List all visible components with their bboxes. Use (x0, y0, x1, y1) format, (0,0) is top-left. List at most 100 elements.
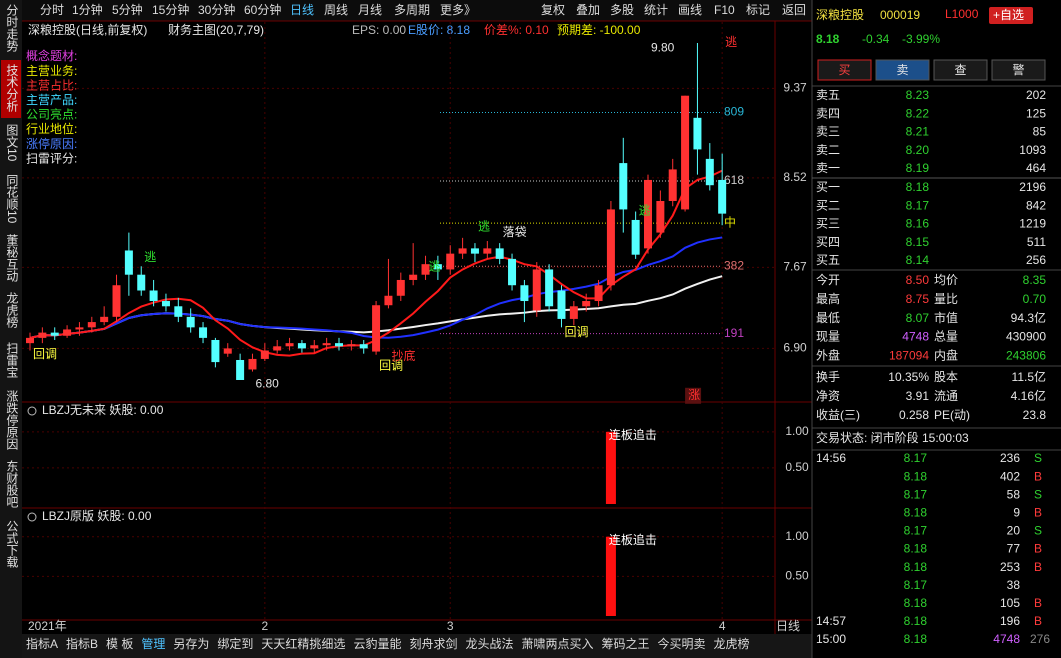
indicator-tab[interactable]: 天天红精挑细选 (261, 636, 345, 651)
indicator-tab[interactable]: 绑定到 (217, 636, 253, 651)
tool-button[interactable]: 多股 (610, 3, 634, 17)
period-tab[interactable]: 周线 (324, 3, 348, 17)
book-price: 8.22 (906, 106, 930, 120)
sidebar-tab[interactable]: 龙虎榜 (5, 292, 19, 329)
tool-button[interactable]: 画线 (678, 3, 702, 17)
book-volume: 464 (1026, 161, 1046, 175)
info-label: 公司亮点: (26, 107, 77, 122)
indicator-tab[interactable]: 龙头战法 (465, 637, 513, 651)
trade-button[interactable]: 查 (954, 63, 966, 77)
candle-body (223, 348, 232, 354)
price-pct: -3.99% (902, 32, 940, 46)
candle-body (396, 279, 405, 296)
chart-annotation: 逃 (429, 260, 441, 274)
sidebar-tab[interactable]: 图文10 (5, 124, 19, 162)
level-label: 382 (724, 258, 744, 272)
candle-body (619, 163, 628, 210)
chart-annotation: 涨 (688, 387, 700, 402)
stat-label: 现量 (816, 330, 840, 344)
trade-button-bg[interactable] (991, 59, 1046, 81)
book-price: 8.18 (906, 180, 930, 194)
candle-body (644, 179, 652, 249)
stat-label: 市值 (934, 310, 958, 325)
trade-button-bg[interactable] (875, 59, 930, 81)
period-tab[interactable]: 30分钟 (198, 2, 235, 17)
candle-body (372, 305, 381, 352)
sidebar-bg (0, 0, 22, 658)
stat-label: 今开 (816, 272, 840, 287)
toolbar-bg (22, 0, 812, 21)
candle-body (421, 264, 430, 275)
x-tick-label: 2021年 (28, 619, 67, 633)
stat-value: 94.3亿 (1011, 310, 1046, 325)
candle-body (87, 322, 96, 328)
sidebar-tab[interactable]: 东财股吧 (5, 460, 19, 508)
tool-button[interactable]: 统计 (644, 3, 668, 17)
candle-body (433, 264, 442, 270)
trade-button-bg[interactable] (817, 59, 872, 81)
indicator-tab[interactable]: 今买明卖 (658, 636, 706, 651)
tool-button[interactable]: F10 (714, 3, 735, 17)
book-volume: 1219 (1019, 217, 1046, 231)
stock-name: 深粮控股 (816, 7, 864, 22)
sidebar-tab[interactable]: 涨跌停原因 (5, 389, 19, 450)
period-tab[interactable]: 5分钟 (112, 2, 143, 17)
trade-button[interactable]: 警 (1012, 62, 1024, 77)
add-button[interactable]: +自选 (993, 8, 1024, 22)
candle-body (322, 343, 331, 346)
book-volume: 1093 (1019, 143, 1046, 157)
candle-body (705, 158, 714, 186)
sidebar-tab[interactable]: 同花顺10 (5, 174, 19, 224)
indicator-tab[interactable]: 刻舟求剑 (409, 636, 457, 651)
chart-annotation: 逃 (144, 250, 156, 264)
last-price: 8.18 (816, 32, 840, 46)
add-button-bg[interactable] (989, 7, 1033, 24)
stat-value: 243806 (1006, 348, 1046, 362)
sidebar-tab[interactable]: 扫雷宝 (5, 342, 19, 378)
stat-value: 0.70 (1023, 292, 1047, 306)
period-tab[interactable]: 15分钟 (152, 2, 189, 17)
indicator-tab[interactable]: 云豹量能 (353, 636, 401, 651)
period-tab[interactable]: 1分钟 (72, 2, 103, 17)
period-tab[interactable]: 更多》 (440, 3, 476, 17)
tick-volume: 9 (1013, 505, 1020, 519)
period-tab[interactable]: 多周期 (394, 3, 430, 17)
indicator-tab[interactable]: 萧啸两点买入 (521, 637, 593, 651)
sidebar-tab[interactable]: 分时走势 (5, 4, 19, 52)
tick-time: 14:57 (816, 614, 846, 628)
candle-body (359, 344, 368, 349)
indicator-tab[interactable]: 指标A (26, 636, 58, 651)
indicator-tab[interactable]: 另存为 (173, 637, 209, 651)
period-tab[interactable]: 分时 (40, 3, 64, 17)
tool-button[interactable]: 标记 (746, 3, 770, 17)
period-tab[interactable]: 60分钟 (244, 2, 281, 17)
candle-body (186, 316, 195, 328)
tool-button[interactable]: 复权 (541, 3, 565, 17)
indicator-tab[interactable]: 龙虎榜 (714, 636, 750, 651)
indicator-tab[interactable]: 筹码之王 (602, 637, 650, 651)
chart-annotation: 回调 (379, 358, 403, 372)
period-tab[interactable]: 月线 (358, 3, 382, 17)
candle-body (594, 285, 603, 302)
tick-volume: 20 (1007, 524, 1021, 538)
tick-price: 8.17 (904, 451, 928, 465)
tick-flag: B (1034, 596, 1042, 610)
sidebar-tab[interactable]: 技术分析 (5, 64, 19, 113)
indicator-tab[interactable]: 模 板 (106, 637, 133, 651)
indicator-tab[interactable]: 管理 (141, 636, 165, 651)
candle-body (236, 359, 245, 380)
period-tab[interactable]: 日线 (290, 3, 314, 17)
trade-button[interactable]: 卖 (896, 63, 908, 77)
candle-body (718, 179, 727, 214)
sidebar-tab[interactable]: 董秘互动 (5, 234, 19, 282)
trade-button-bg[interactable] (933, 59, 988, 81)
stat-value: 4.16亿 (1011, 388, 1046, 403)
book-volume: 125 (1026, 106, 1046, 120)
stat-label: 量比 (934, 292, 958, 306)
tool-button[interactable]: 返回 (782, 3, 806, 17)
trade-button[interactable]: 买 (838, 63, 850, 77)
indicator-tab[interactable]: 指标B (66, 636, 98, 651)
sidebar-tab[interactable]: 公式下载 (5, 520, 19, 569)
tool-button[interactable]: 叠加 (576, 3, 600, 17)
